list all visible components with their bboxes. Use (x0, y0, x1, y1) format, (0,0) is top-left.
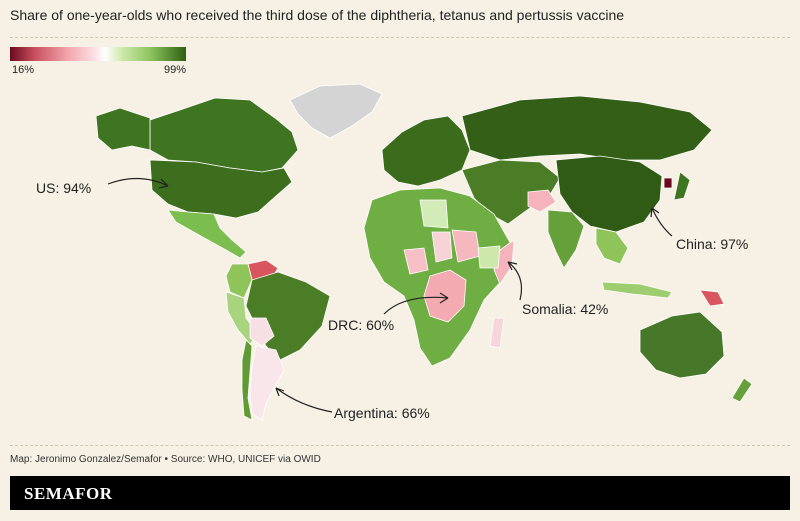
region-mexico (167, 209, 247, 259)
region-australia (639, 311, 725, 379)
region-bolivia (249, 317, 275, 347)
brand-footer: SEMAFOR (10, 476, 790, 510)
legend-max-label: 99% (163, 64, 186, 76)
somalia-arrow (507, 261, 523, 301)
region-chile (241, 339, 253, 421)
region-southeast-asia (595, 227, 629, 265)
region-india (547, 209, 585, 269)
region-ethiopia (477, 245, 501, 269)
region-alaska (95, 107, 151, 151)
annotation-somalia: Somalia: 42% (522, 301, 608, 317)
region-libya (419, 199, 449, 229)
annotation-china: China: 97% (676, 236, 748, 252)
us-arrowhead (158, 178, 169, 189)
drc-arrow (383, 296, 449, 315)
source-credit: Map: Jeronimo Gonzalez/Semafor • Source:… (10, 454, 321, 465)
legend-gradient (10, 47, 186, 61)
argentina-arrow (275, 387, 333, 413)
chart-title: Share of one-year-olds who received the … (10, 7, 625, 23)
region-russia (461, 95, 713, 161)
argentina-arrowhead (275, 387, 285, 397)
region-usa (149, 159, 293, 219)
us-arrow (107, 177, 169, 187)
annotation-drc: DRC: 60% (328, 317, 394, 333)
region-new-zealand (731, 377, 753, 403)
region-argentina (249, 345, 285, 421)
legend-min-label: 16% (12, 64, 35, 76)
region-png (699, 289, 725, 307)
annotation-argentina: Argentina: 66% (334, 405, 430, 421)
region-europe (381, 115, 471, 187)
region-greenland (289, 83, 383, 139)
annotation-us: US: 94% (36, 180, 91, 196)
drc-arrowhead (439, 292, 449, 304)
region-madagascar (489, 317, 505, 349)
somalia-arrowhead (507, 261, 518, 271)
region-afghanistan (527, 189, 557, 213)
world-map: US: 94% China: 97% Somalia: 42% DRC: 60%… (36, 83, 753, 421)
bottom-divider (10, 445, 790, 446)
china-arrow (651, 207, 673, 237)
top-divider (10, 37, 790, 38)
region-canada (149, 97, 299, 173)
brand-logo: SEMAFOR (24, 484, 113, 503)
region-japan (673, 171, 691, 201)
region-indonesia (601, 281, 673, 299)
region-nigeria (403, 247, 429, 275)
region-china (555, 155, 663, 233)
region-chad (431, 231, 453, 263)
region-north-korea (663, 177, 673, 189)
china-arrowhead (650, 207, 660, 218)
color-legend: 16% 99% (10, 47, 186, 76)
